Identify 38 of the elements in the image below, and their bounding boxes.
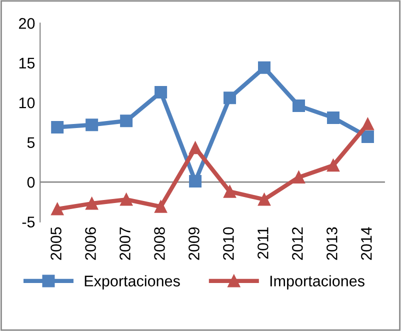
y-tick-label: -5 xyxy=(22,216,35,228)
point xyxy=(51,120,64,134)
legend-label: Importaciones xyxy=(270,275,364,290)
point xyxy=(326,159,340,172)
x-tick-label: 2010 xyxy=(223,227,234,260)
y-tick-label: 5 xyxy=(27,137,35,148)
point xyxy=(51,202,64,216)
point xyxy=(258,193,271,206)
point xyxy=(86,118,98,132)
point xyxy=(120,193,133,206)
point xyxy=(86,197,98,210)
point xyxy=(361,130,374,144)
x-tick-label: 2009 xyxy=(188,227,200,260)
point xyxy=(154,200,168,213)
y-tick-label: 20 xyxy=(19,18,35,29)
point xyxy=(189,175,202,188)
x-tick-label: 2012 xyxy=(292,227,303,260)
point xyxy=(326,111,340,124)
y-tick-label: 0 xyxy=(27,176,35,188)
point xyxy=(154,86,168,99)
x-tick-label: 2011 xyxy=(258,227,268,259)
legend-label: Exportaciones xyxy=(84,275,180,290)
point xyxy=(292,100,305,112)
x-tick-label: 2006 xyxy=(85,227,96,260)
x-tick-label: 2007 xyxy=(120,227,130,260)
point xyxy=(361,118,374,130)
point xyxy=(189,142,202,154)
point xyxy=(120,114,133,128)
point xyxy=(224,92,236,104)
y-tick-label: 10 xyxy=(19,97,35,108)
y-tick-label: 15 xyxy=(19,58,35,69)
x-tick-label: 2013 xyxy=(326,227,338,260)
x-tick-label: 2005 xyxy=(50,227,62,260)
point xyxy=(292,171,305,184)
x-tick-label: 2014 xyxy=(361,227,372,260)
point xyxy=(258,61,271,74)
x-tick-label: 2008 xyxy=(154,227,165,260)
point xyxy=(224,185,236,198)
